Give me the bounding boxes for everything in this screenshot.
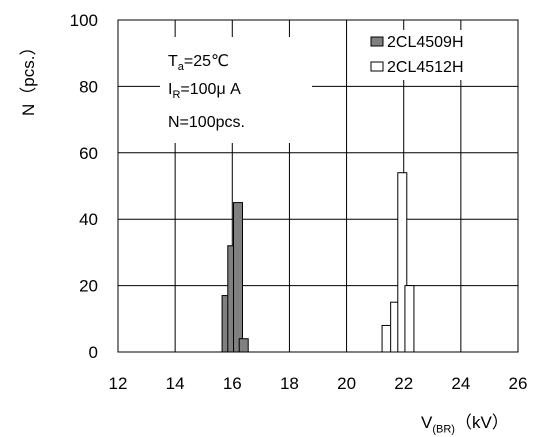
x-axis-label-sub: (BR) — [432, 423, 455, 436]
y-tick-label-60: 60 — [79, 144, 98, 163]
x-axis-label-main: V — [421, 413, 433, 432]
x-tick-label-14: 14 — [166, 374, 185, 393]
y-axis-label: N（pcs.） — [19, 39, 38, 116]
legend-label-2CL4509H: 2CL4509H — [387, 34, 464, 51]
x-tick-label-26: 26 — [509, 374, 528, 393]
annotation-background — [160, 37, 312, 143]
legend-swatch-2CL4509H — [370, 36, 384, 47]
annotation-count: N=100pcs. — [168, 114, 245, 131]
x-tick-label-12: 12 — [109, 374, 128, 393]
legend-swatch-2CL4512H — [370, 61, 384, 72]
x-tick-label-20: 20 — [337, 374, 356, 393]
bar-2CL4509H-3 — [238, 338, 249, 353]
bar-2CL4509H-2 — [233, 202, 243, 353]
x-tick-label-18: 18 — [280, 374, 299, 393]
y-axis-label-text: N（pcs.） — [19, 39, 38, 116]
x-tick-label-24: 24 — [451, 374, 470, 393]
x-axis-label: V(BR)（kV） — [421, 408, 509, 435]
bars — [221, 172, 415, 353]
annotation-box: Ta=25℃ IR=100μ A N=100pcs. — [160, 37, 312, 143]
legend: 2CL4509H 2CL4512H — [362, 30, 514, 80]
y-tick-label-0: 0 — [89, 343, 98, 362]
bar-2CL4512H-3 — [404, 285, 415, 353]
x-tick-label-22: 22 — [394, 374, 413, 393]
x-tick-label-16: 16 — [223, 374, 242, 393]
x-axis-label-unit: （kV） — [454, 413, 509, 432]
y-tick-label-40: 40 — [79, 210, 98, 229]
y-tick-label-20: 20 — [79, 277, 98, 296]
tick-labels: 12 14 16 18 20 22 24 26 0 20 40 60 80 100 — [70, 11, 528, 393]
y-tick-label-100: 100 — [70, 11, 98, 30]
legend-background — [362, 30, 514, 80]
plot-frame — [117, 19, 519, 353]
legend-label-2CL4512H: 2CL4512H — [387, 59, 464, 76]
annotation-current: IR=100μ A — [168, 81, 241, 101]
annotation-temperature: Ta=25℃ — [168, 53, 229, 73]
bar-2CL4512H-0 — [381, 324, 392, 353]
y-tick-label-80: 80 — [79, 77, 98, 96]
